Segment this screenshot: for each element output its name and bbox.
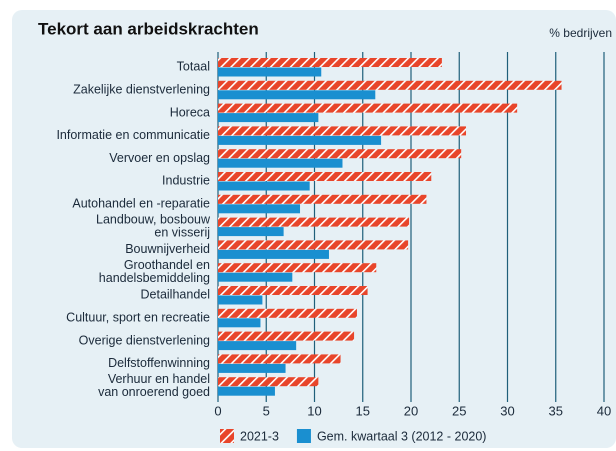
x-tick-label: 0 xyxy=(214,403,221,418)
bar xyxy=(218,158,343,168)
bar xyxy=(218,240,409,250)
axis-label: % bedrijven xyxy=(549,26,612,40)
y-tick-label: Horeca xyxy=(170,105,210,119)
bar xyxy=(218,318,261,328)
y-tick-label: Cultuur, sport en recreatie xyxy=(66,310,210,324)
bar xyxy=(218,354,341,364)
x-tick-label: 25 xyxy=(452,403,466,418)
bar xyxy=(218,341,297,351)
y-tick-label: Totaal xyxy=(177,60,210,74)
bar xyxy=(218,308,357,318)
y-tick-label: Autohandel en -reparatie xyxy=(72,196,210,210)
x-tick-label: 20 xyxy=(404,403,418,418)
bar xyxy=(218,135,382,145)
y-tick-label: Bouwnijverheid xyxy=(125,242,210,256)
y-tick-label: Vervoer en opslag xyxy=(109,151,210,165)
y-tick-label: Verhuur en handel van onroerend goed xyxy=(95,372,210,399)
bar xyxy=(218,90,376,100)
y-tick-label: Detailhandel xyxy=(141,288,211,302)
bar xyxy=(218,80,562,90)
legend-label: 2021-3 xyxy=(240,429,279,443)
bar xyxy=(218,172,432,181)
x-tick-label: 15 xyxy=(356,403,370,418)
x-tick-label: 35 xyxy=(549,403,563,418)
bar xyxy=(218,194,427,204)
bar xyxy=(218,263,377,273)
bar xyxy=(218,295,263,305)
y-tick-label: Zakelijke dienstverlening xyxy=(73,82,210,96)
y-tick-label: Industrie xyxy=(162,174,210,188)
bar xyxy=(218,103,518,113)
bar xyxy=(218,126,467,136)
legend-swatch xyxy=(296,429,311,443)
x-tick-label: 40 xyxy=(597,403,611,418)
x-tick-label: 10 xyxy=(307,403,321,418)
bar xyxy=(218,386,275,396)
y-tick-label: Overige dienstverlening xyxy=(79,333,210,347)
bar xyxy=(218,149,462,159)
bar xyxy=(218,272,293,282)
bar xyxy=(218,217,410,227)
bar xyxy=(218,204,301,214)
bar xyxy=(218,331,355,341)
bar xyxy=(218,227,284,237)
bar xyxy=(218,67,322,77)
legend-label: Gem. kwartaal 3 (2012 - 2020) xyxy=(317,429,487,443)
legend-swatch xyxy=(220,429,234,443)
y-tick-label: Informatie en communicatie xyxy=(56,128,210,142)
chart-title: Tekort aan arbeidskrachten xyxy=(38,19,259,38)
bar xyxy=(218,181,310,191)
bar xyxy=(218,363,286,373)
bar xyxy=(218,249,329,259)
y-tick-label: Landbouw, bosbouw en visserij xyxy=(96,213,211,240)
bar xyxy=(218,58,442,67)
y-tick-label: Delfstoffenwinning xyxy=(108,356,210,370)
x-tick-label: 30 xyxy=(500,403,514,418)
bar xyxy=(218,377,319,387)
y-tick-label: Groothandel en handelsbemiddeling xyxy=(95,258,210,285)
bar xyxy=(218,113,319,123)
bar xyxy=(218,286,368,295)
x-tick-label: 5 xyxy=(263,403,270,418)
